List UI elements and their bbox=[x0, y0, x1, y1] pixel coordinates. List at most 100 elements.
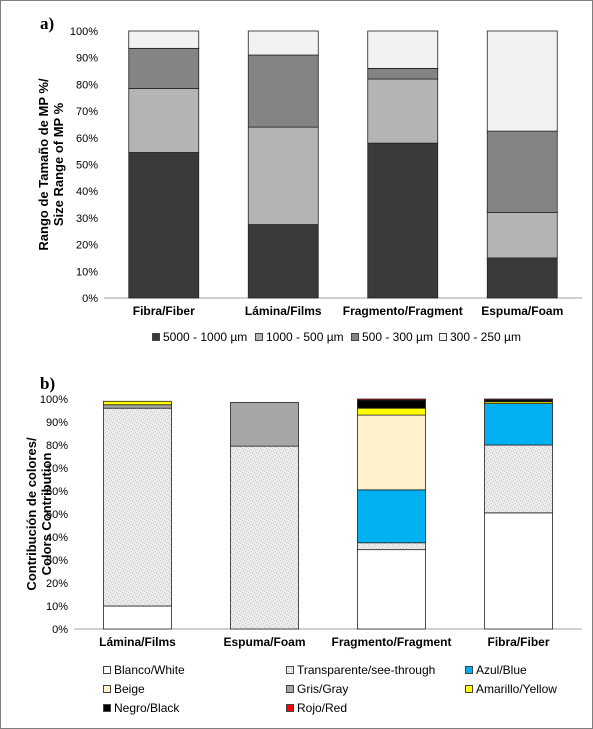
y-tick-label: 80% bbox=[46, 440, 68, 452]
legend-item-beige: Beige bbox=[103, 682, 145, 696]
bar-segment-blanco-white bbox=[357, 549, 426, 630]
bar-segment-transparente-see-through bbox=[230, 445, 299, 630]
legend-label: 500 - 300 µm bbox=[362, 330, 433, 344]
bar-segment-1000-500-m bbox=[128, 88, 200, 153]
legend-swatch bbox=[255, 333, 263, 341]
y-tick-label: 50% bbox=[76, 160, 98, 172]
panel-a-label: a) bbox=[40, 14, 55, 33]
legend-swatch bbox=[286, 704, 294, 712]
bar-segment-transparente-see-through bbox=[484, 444, 553, 514]
legend-item-gris-gray: Gris/Gray bbox=[286, 682, 348, 696]
bar-segment-300-250-m bbox=[486, 30, 558, 132]
legend-swatch bbox=[286, 685, 294, 693]
bar-segment-1000-500-m bbox=[247, 126, 319, 225]
category-label: Lámina/Films bbox=[245, 304, 322, 318]
bar-segment-300-250-m bbox=[247, 30, 319, 56]
legend-swatch bbox=[465, 666, 473, 674]
legend-swatch bbox=[152, 333, 160, 341]
legend-swatch bbox=[103, 704, 111, 712]
legend-label: Transparente/see-through bbox=[297, 663, 436, 677]
category-label: Espuma/Foam bbox=[481, 304, 563, 318]
colors-contribution-chart: 0% 10% 20% 30% 40% 50% 60% 70% 80% 90% 100% Contrib… bbox=[24, 394, 582, 649]
legend-item-300-250-m: 300 - 250 µm bbox=[439, 330, 521, 344]
bar-segment-rojo-red bbox=[484, 398, 553, 401]
category-label: Fragmento/Fragment bbox=[331, 635, 451, 649]
bar-segment-transparente-see-through bbox=[357, 542, 426, 551]
y-tick-label: 30% bbox=[46, 555, 68, 567]
bar-segment-5000-1000-m bbox=[128, 152, 200, 299]
y-tick-label: 100% bbox=[40, 394, 68, 406]
bar-segment-500-300-m bbox=[247, 54, 319, 128]
legend-label: Beige bbox=[114, 682, 145, 696]
y-tick-label: 60% bbox=[76, 133, 98, 145]
legend-item-negro-black: Negro/Black bbox=[103, 701, 179, 715]
category-label: Fibra/Fiber bbox=[487, 635, 549, 649]
legend-label: Negro/Black bbox=[114, 701, 180, 715]
legend-label: Azul/Blue bbox=[476, 663, 527, 677]
bar-segment-300-250-m bbox=[367, 30, 439, 69]
bar-segment-blanco-white bbox=[484, 512, 553, 630]
y-tick-label: 50% bbox=[46, 509, 68, 521]
bar-segment-rojo-red bbox=[357, 398, 426, 401]
legend-swatch bbox=[103, 666, 111, 674]
y-tick-label: 10% bbox=[46, 601, 68, 613]
bar-segment-300-250-m bbox=[128, 30, 200, 49]
bar-segment-gris-gray bbox=[230, 402, 299, 447]
y-tick-label: 0% bbox=[52, 624, 68, 636]
legend-swatch bbox=[439, 333, 447, 341]
legend-item-500-300-m: 500 - 300 µm bbox=[351, 330, 433, 344]
bar-segment-1000-500-m bbox=[486, 212, 558, 259]
legend-label: Blanco/White bbox=[114, 663, 185, 677]
bar-segment-5000-1000-m bbox=[486, 257, 558, 299]
y-tick-label: 60% bbox=[46, 486, 68, 498]
bar-segment-1000-500-m bbox=[367, 78, 439, 144]
bar-segment-blanco-white bbox=[103, 605, 172, 630]
legend-label: Gris/Gray bbox=[297, 682, 349, 696]
y-tick-label: 40% bbox=[46, 532, 68, 544]
category-label: Espuma/Foam bbox=[223, 635, 305, 649]
category-label: Lámina/Films bbox=[99, 635, 176, 649]
legend-item-blanco-white: Blanco/White bbox=[103, 663, 185, 677]
legend-item-azul-blue: Azul/Blue bbox=[465, 663, 527, 677]
y-axis-title: Rango de Tamaño de MP %/Size Range of MP… bbox=[36, 78, 66, 251]
legend-label: 5000 - 1000 µm bbox=[163, 330, 248, 344]
legend-item-1000-500-m: 1000 - 500 µm bbox=[255, 330, 344, 344]
bar-segment-negro-black bbox=[357, 399, 426, 409]
y-tick-label: 0% bbox=[82, 293, 98, 305]
bar-segment-500-300-m bbox=[486, 130, 558, 213]
bar-segment-gris-gray bbox=[103, 404, 172, 409]
bar-segment-amarillo-yellow bbox=[357, 407, 426, 416]
category-label: Fragmento/Fragment bbox=[343, 304, 463, 318]
legend-label: 1000 - 500 µm bbox=[266, 330, 344, 344]
panel-b-label: b) bbox=[40, 374, 56, 393]
legend-item-amarillo-yellow: Amarillo/Yellow bbox=[465, 682, 557, 696]
y-tick-label: 40% bbox=[76, 186, 98, 198]
y-tick-label: 90% bbox=[76, 53, 98, 65]
bar-segment-azul-blue bbox=[484, 403, 553, 446]
category-label: Fibra/Fiber bbox=[133, 304, 195, 318]
y-tick-label: 80% bbox=[76, 79, 98, 91]
y-tick-label: 20% bbox=[76, 240, 98, 252]
y-axis-title: Contribución de colores/Colors Contribut… bbox=[24, 437, 54, 591]
legend-label: 300 - 250 µm bbox=[450, 330, 521, 344]
bar-segment-5000-1000-m bbox=[367, 142, 439, 299]
legend-swatch bbox=[351, 333, 359, 341]
bar-segment-5000-1000-m bbox=[247, 224, 319, 299]
legend-label: Amarillo/Yellow bbox=[476, 682, 557, 696]
legend-item-rojo-red: Rojo/Red bbox=[286, 701, 347, 715]
bar-segment-azul-blue bbox=[357, 489, 426, 544]
y-tick-label: 30% bbox=[76, 213, 98, 225]
legend-swatch bbox=[465, 685, 473, 693]
bar-segment-beige bbox=[357, 414, 426, 491]
bar-segment-transparente-see-through bbox=[103, 407, 172, 607]
legend-label: Rojo/Red bbox=[297, 701, 348, 715]
bar-segment-amarillo-yellow bbox=[103, 400, 172, 406]
legend-item-5000-1000-m: 5000 - 1000 µm bbox=[152, 330, 247, 344]
y-tick-label: 70% bbox=[76, 106, 98, 118]
legend-item-transparente-see-through: Transparente/see-through bbox=[286, 663, 435, 677]
y-tick-label: 10% bbox=[76, 266, 98, 278]
bar-segment-500-300-m bbox=[367, 67, 439, 80]
legend-swatch bbox=[103, 685, 111, 693]
y-tick-label: 20% bbox=[46, 578, 68, 590]
y-tick-label: 90% bbox=[46, 417, 68, 429]
